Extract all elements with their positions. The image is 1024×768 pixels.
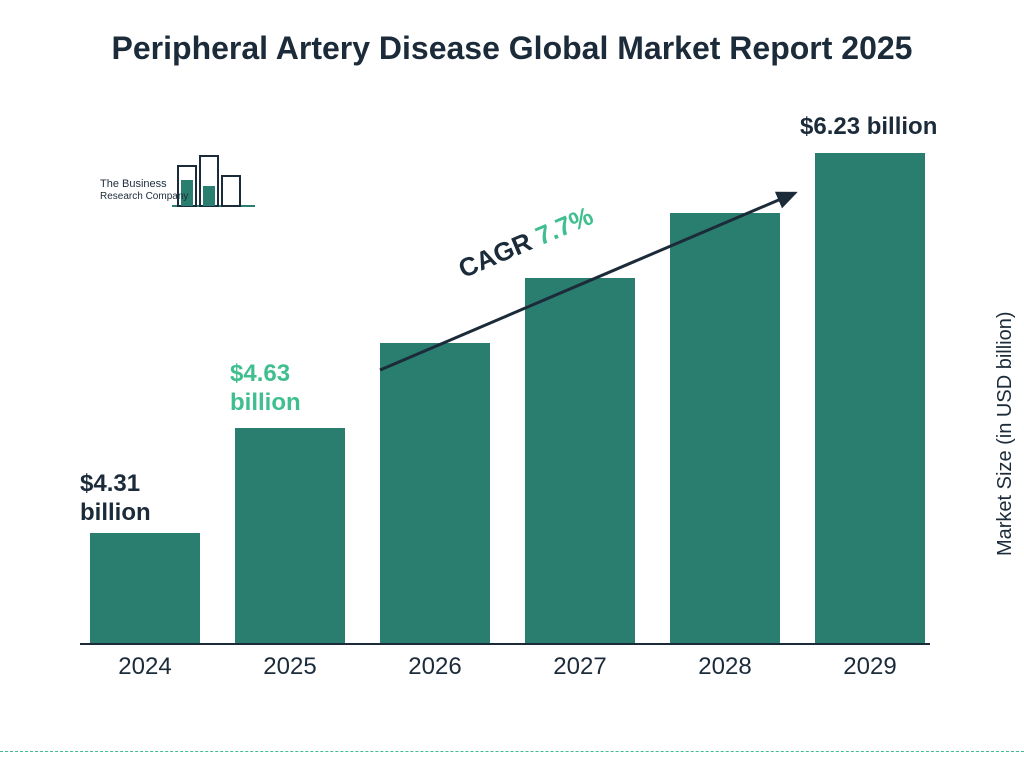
chart-area: $4.31 billion $4.63 billion $6.23 billio… [80, 145, 930, 685]
xaxis-label-2025: 2025 [235, 653, 345, 681]
value-label-2029: $6.23 billion [800, 113, 960, 142]
xaxis-label-2024: 2024 [90, 653, 200, 681]
xaxis-label-2028: 2028 [670, 653, 780, 681]
company-logo: The Business Research Company [100, 148, 260, 220]
xaxis-label-2026: 2026 [380, 653, 490, 681]
chart-title: Peripheral Artery Disease Global Market … [0, 0, 1024, 78]
yaxis-label: Market Size (in USD billion) [995, 312, 1018, 557]
logo-text: The Business Research Company [100, 178, 188, 203]
logo-line1: The Business [100, 178, 188, 191]
footer-dashed-line [0, 751, 1024, 752]
xaxis-label-2027: 2027 [525, 653, 635, 681]
logo-line2: Research Company [100, 191, 188, 203]
xaxis-label-2029: 2029 [815, 653, 925, 681]
